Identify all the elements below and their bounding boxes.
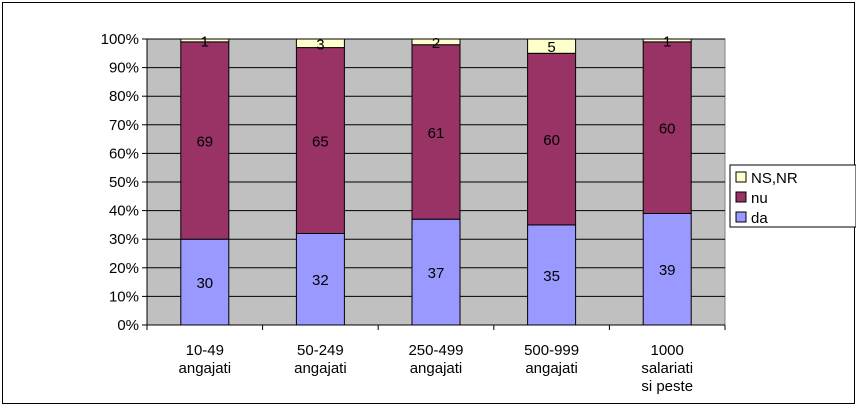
chart-frame: 30 69 1 32 65 3 37 61 2 35 60 5 39 60 1 0% 10% 20% 30% 40%… [2, 2, 856, 404]
data-label: 30 [196, 275, 213, 292]
x-tick-label: angajati [294, 360, 347, 377]
x-tick-label: salariati [641, 360, 693, 377]
y-tick-label: 20% [109, 260, 139, 277]
data-label: 37 [428, 265, 445, 282]
x-tick-label: 10-49 [186, 342, 224, 359]
y-tick-label: 60% [109, 145, 139, 162]
legend-label: nu [751, 190, 768, 207]
x-tick-label: si peste [641, 378, 693, 395]
x-tick-label: angajati [179, 360, 232, 377]
bar-segment-da [180, 238, 230, 326]
bar-segment-nsnr [411, 38, 461, 46]
legend-box [729, 164, 856, 228]
y-tick-label: 40% [109, 203, 139, 220]
y-tick-label: 90% [109, 60, 139, 77]
data-label: 65 [312, 134, 329, 151]
x-tick-label: 1000 [651, 342, 684, 359]
bar-segment-da [527, 224, 577, 326]
data-label: 3 [316, 36, 324, 53]
y-tick-label: 80% [109, 88, 139, 105]
bar-segment-da [642, 212, 692, 326]
plot-area: 30 69 1 32 65 3 37 61 2 35 60 5 39 60 1 [146, 33, 726, 326]
legend-swatch [735, 211, 747, 223]
data-label: 1 [663, 33, 671, 50]
y-tick-label: 100% [101, 31, 139, 48]
bar-segment-nsnr [295, 38, 345, 49]
bar-segment-nu [180, 41, 230, 240]
data-label: 60 [659, 121, 676, 138]
bar-segment-nsnr [642, 38, 692, 43]
data-label: 35 [543, 268, 560, 285]
x-tick-label: 500-999 [524, 342, 579, 359]
data-label: 60 [543, 132, 560, 149]
y-tick-label: 50% [109, 174, 139, 191]
data-label: 1 [201, 33, 209, 50]
y-tick-label: 10% [109, 288, 139, 305]
y-tick-label: 70% [109, 117, 139, 134]
stacked-bar-chart: 30 69 1 32 65 3 37 61 2 35 60 5 39 60 1 0% 10% 20% 30% 40%… [101, 31, 856, 395]
legend: NS,NR nu da [729, 164, 856, 228]
bar-segment-nu [527, 52, 577, 226]
x-tick-label: angajati [525, 360, 578, 377]
bar-segment-nsnr [180, 38, 230, 43]
data-label: 69 [196, 134, 213, 151]
x-tick-label: 50-249 [297, 342, 344, 359]
bar-segment-nu [295, 47, 345, 234]
legend-swatch [735, 191, 747, 203]
x-tick-label: angajati [410, 360, 463, 377]
legend-label: da [751, 210, 768, 227]
axes: 0%10%20%30%40%50%60%70%80%90%100%10-49an… [101, 31, 726, 395]
data-label: 39 [659, 262, 676, 279]
x-tick-label: 250-499 [408, 342, 463, 359]
bar-segment-nu [642, 41, 692, 214]
data-label: 32 [312, 272, 329, 289]
legend-swatch [735, 171, 747, 183]
legend-label: NS,NR [751, 170, 798, 187]
bar-segment-nsnr [527, 38, 577, 54]
y-tick-label: 0% [117, 317, 139, 334]
y-tick-label: 30% [109, 231, 139, 248]
data-label: 2 [432, 35, 440, 52]
bar-segment-nu [411, 44, 461, 220]
data-label: 61 [428, 125, 445, 142]
data-label: 5 [547, 39, 555, 56]
